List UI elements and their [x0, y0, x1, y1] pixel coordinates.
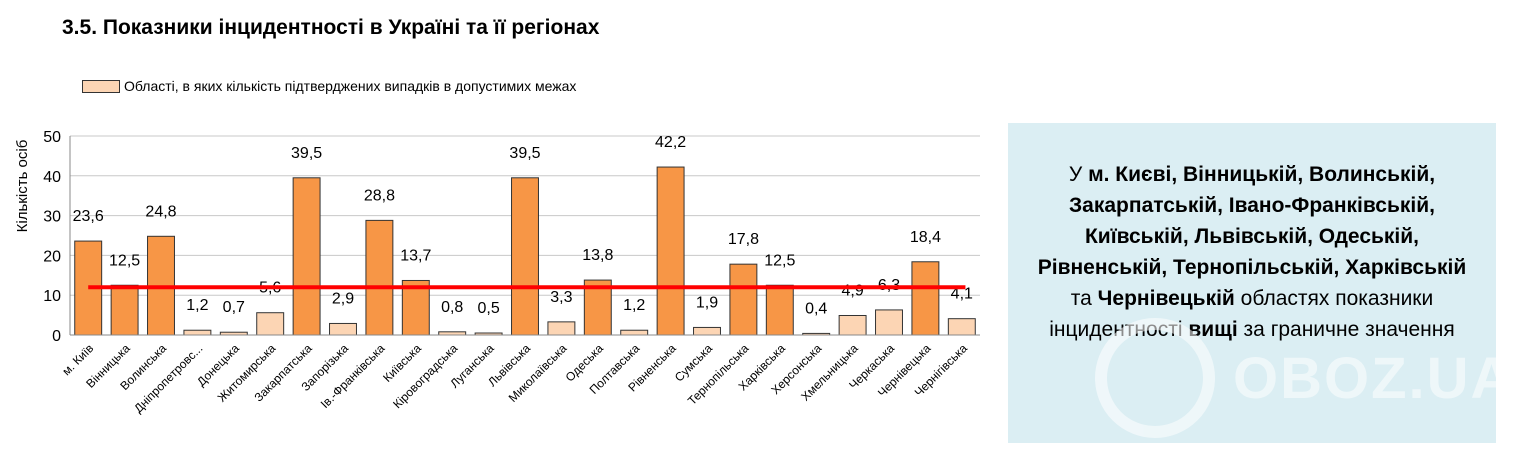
bar	[329, 322, 357, 336]
value-label: 0,8	[441, 299, 463, 316]
y-tick-label: 20	[43, 248, 61, 265]
value-label: 4,1	[951, 286, 973, 303]
info-text-regions: м. Києві, Вінницькій, Волинській, Закарп…	[1037, 163, 1467, 279]
bar	[947, 318, 976, 336]
chart-legend: Області, в яких кількість підтверджених …	[82, 78, 576, 94]
info-text-tail: за граничне значення	[1237, 318, 1455, 341]
section-title: 3.5. Показники інцидентності в Україні т…	[62, 16, 600, 39]
bars	[74, 166, 976, 336]
bar	[183, 329, 212, 336]
x-tick-labels: м. КиївВінницькаВолинськаДніпропетровс..…	[59, 341, 970, 416]
y-tick-label: 30	[43, 209, 61, 226]
info-text-lead: У	[1068, 163, 1089, 186]
y-tick-labels: 0 10 20 30 40 50	[43, 129, 61, 345]
bar	[875, 309, 903, 336]
incidence-bar-chart: 0 10 20 30 40 50 Кількість осіб 23,6 12,5 24,8 1…	[14, 129, 980, 416]
value-label: 18,4	[910, 229, 941, 246]
value-label: 4,9	[841, 282, 863, 299]
value-label: 1,9	[696, 294, 718, 311]
value-label: 1,2	[623, 297, 645, 314]
bar	[729, 263, 758, 336]
bar	[620, 329, 649, 336]
y-tick-label: 50	[43, 129, 61, 146]
value-label: 13,8	[582, 247, 613, 264]
value-label: 2,9	[332, 290, 354, 307]
value-label: 1,2	[186, 297, 208, 314]
bar	[110, 284, 139, 336]
bar	[693, 326, 721, 336]
value-label: 23,6	[73, 208, 104, 225]
value-label: 3,3	[550, 289, 572, 306]
value-label: 39,5	[291, 145, 322, 162]
x-tick-label: Ів.-Франківська	[318, 341, 388, 411]
y-tick-label: 0	[52, 328, 61, 345]
value-label: 39,5	[509, 145, 540, 162]
bar	[656, 166, 685, 336]
value-label: 17,8	[728, 231, 759, 248]
value-label: 13,7	[400, 247, 431, 264]
watermark-logo-icon	[1095, 318, 1215, 438]
bar	[511, 177, 539, 336]
bar	[365, 219, 394, 336]
watermark: OBOZ.UA	[1095, 318, 1513, 438]
value-label: 0,5	[477, 300, 499, 317]
y-tick-label: 40	[43, 169, 61, 186]
value-label: 12,5	[764, 252, 795, 269]
bar	[256, 312, 285, 336]
value-label: 0,7	[223, 299, 245, 316]
x-tick-label: Кіровоградська	[390, 341, 460, 411]
y-axis-label: Кількість осіб	[14, 140, 31, 233]
legend-label: Області, в яких кількість підтверджених …	[124, 78, 577, 94]
bar	[401, 279, 430, 336]
bar	[911, 261, 940, 336]
watermark-text: OBOZ.UA	[1233, 345, 1513, 411]
info-text-higher: вищі	[1188, 318, 1238, 341]
value-label: 0,4	[805, 300, 827, 317]
bar	[547, 321, 576, 336]
value-label: 12,5	[109, 252, 140, 269]
value-label: 28,8	[364, 187, 395, 204]
value-labels: 23,612,524,81,20,75,639,52,928,813,70,80…	[73, 134, 973, 317]
value-label: 42,2	[655, 134, 686, 151]
value-label: 24,8	[145, 203, 176, 220]
bar	[765, 284, 794, 336]
bar	[292, 177, 321, 336]
bar	[838, 314, 867, 336]
legend-swatch	[82, 79, 120, 93]
info-text-and: та	[1070, 287, 1098, 310]
y-tick-label: 10	[43, 288, 61, 305]
info-text-chernivtsi: Чернівецькій	[1097, 287, 1235, 310]
